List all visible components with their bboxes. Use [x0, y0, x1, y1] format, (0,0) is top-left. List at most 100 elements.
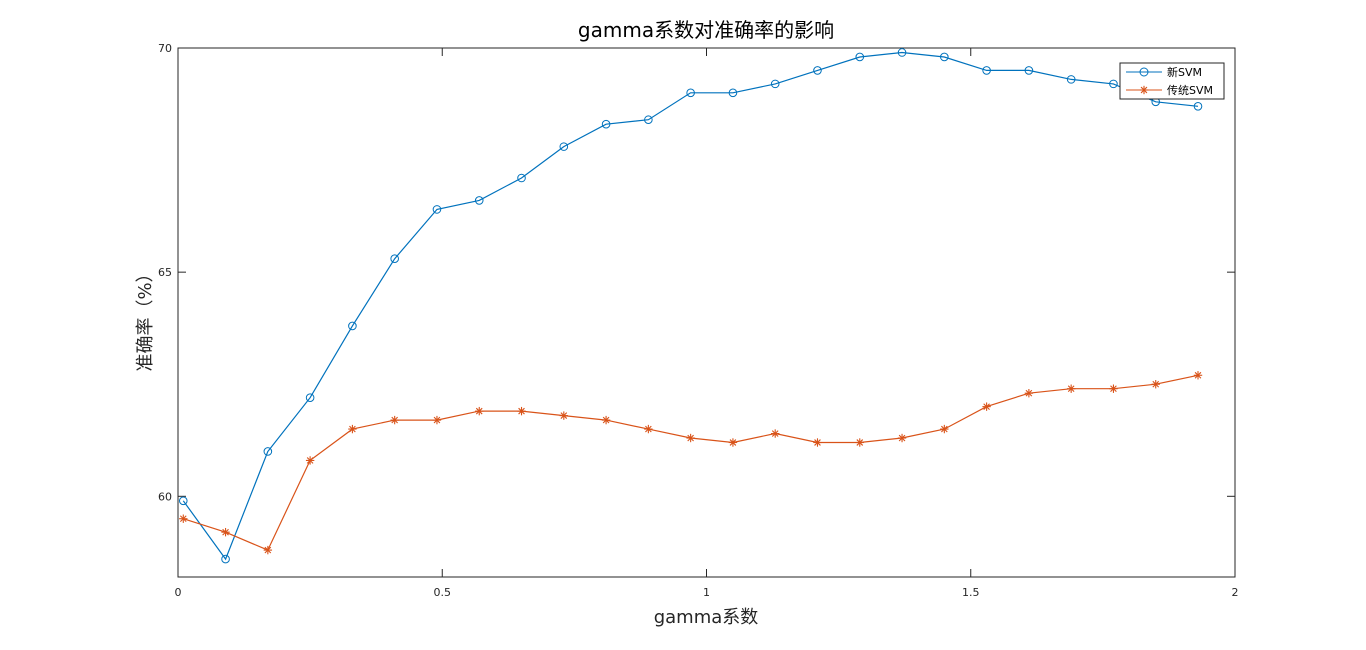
asterisk-stroke [264, 546, 272, 554]
data-point-new-svm [1066, 75, 1076, 84]
data-point-traditional-svm [559, 411, 569, 420]
legend-label-traditional-svm: 传统SVM [1167, 84, 1213, 97]
x-tick-label: 1 [703, 586, 710, 599]
data-point-traditional-svm [475, 406, 484, 416]
data-point-traditional-svm [432, 415, 442, 425]
data-point-traditional-svm [1066, 384, 1076, 393]
asterisk-stroke [1194, 371, 1202, 379]
legend-box [1119, 62, 1225, 100]
x-axis-label: gamma系数 [654, 607, 759, 628]
data-point-traditional-svm [1193, 371, 1203, 380]
data-point-traditional-svm [771, 429, 780, 438]
series-layer [178, 48, 1203, 564]
asterisk-stroke [602, 416, 610, 424]
data-point-new-svm [728, 88, 738, 98]
data-point-traditional-svm [263, 545, 273, 555]
asterisk-stroke [433, 416, 441, 424]
asterisk-stroke [518, 407, 525, 415]
data-point-new-svm [348, 321, 357, 331]
asterisk-stroke [1025, 389, 1033, 397]
data-point-traditional-svm [644, 424, 653, 434]
data-point-new-svm [432, 205, 442, 214]
asterisk-stroke [391, 416, 399, 424]
data-point-traditional-svm [855, 438, 864, 447]
data-point-new-svm [263, 447, 273, 456]
x-axis: 0 0.5 1 1.5 2 [175, 48, 1239, 599]
data-point-traditional-svm [179, 514, 188, 523]
data-point-new-svm [644, 115, 653, 125]
data-point-new-svm [559, 142, 569, 151]
data-point-new-svm [940, 52, 949, 62]
data-point-new-svm [813, 66, 822, 75]
asterisk-stroke [898, 434, 906, 442]
series-line-new-svm [182, 51, 1199, 561]
data-point-new-svm [1109, 79, 1118, 89]
data-point-traditional-svm [686, 433, 695, 443]
asterisk-stroke [179, 515, 187, 523]
data-point-new-svm [855, 52, 865, 62]
data-point-traditional-svm [897, 433, 907, 443]
data-point-traditional-svm [348, 424, 357, 434]
data-point-traditional-svm [1109, 384, 1118, 393]
data-point-new-svm [517, 173, 526, 183]
data-point-new-svm [1024, 66, 1034, 75]
asterisk-stroke [1152, 380, 1160, 388]
data-point-new-svm [178, 496, 188, 506]
data-point-traditional-svm [940, 424, 949, 434]
data-point-traditional-svm [1151, 380, 1160, 389]
asterisk-stroke [645, 425, 652, 433]
y-axis-label: 准确率（%） [135, 264, 156, 371]
asterisk-stroke [222, 528, 229, 536]
asterisk-stroke [306, 457, 314, 464]
data-point-traditional-svm [601, 415, 611, 425]
chart-title: gamma系数对准确率的影响 [578, 18, 834, 42]
y-axis: 60 65 70 [158, 42, 1235, 503]
data-point-new-svm [1193, 101, 1203, 111]
data-point-traditional-svm [517, 406, 526, 416]
x-tick-label: 1.5 [962, 586, 980, 599]
data-point-new-svm [897, 48, 907, 57]
asterisk-stroke [1110, 385, 1117, 393]
data-point-traditional-svm [221, 527, 230, 537]
data-point-traditional-svm [305, 456, 315, 465]
asterisk-stroke [1067, 385, 1075, 393]
asterisk-stroke [983, 403, 990, 410]
data-point-new-svm [770, 79, 780, 89]
y-tick-label: 70 [158, 42, 172, 55]
data-point-traditional-svm [728, 438, 738, 447]
legend: 新SVM 传统SVM [1119, 62, 1225, 100]
data-point-new-svm [305, 393, 315, 402]
asterisk-marker [1139, 85, 1149, 95]
data-point-traditional-svm [1024, 388, 1034, 398]
x-tick-label: 0 [175, 586, 182, 599]
asterisk-stroke [940, 425, 948, 433]
legend-label-new-svm: 新SVM [1167, 65, 1202, 79]
asterisk-stroke [771, 430, 779, 437]
asterisk-stroke [560, 412, 568, 419]
x-tick-label: 2 [1232, 586, 1239, 599]
legend-marker-new-svm [1139, 67, 1149, 77]
data-point-new-svm [982, 66, 991, 75]
data-point-new-svm [686, 88, 695, 98]
asterisk-stroke [729, 439, 737, 446]
y-tick-label: 60 [158, 490, 172, 503]
asterisk-stroke [687, 434, 694, 442]
asterisk-stroke [856, 439, 864, 446]
asterisk-stroke [349, 425, 356, 433]
data-point-new-svm [474, 196, 484, 205]
plot-area [177, 47, 1236, 578]
asterisk-stroke [814, 439, 821, 446]
data-point-traditional-svm [813, 438, 822, 447]
data-point-new-svm [221, 554, 230, 564]
data-point-traditional-svm [982, 402, 991, 411]
data-point-new-svm [390, 254, 399, 264]
data-point-traditional-svm [390, 415, 399, 425]
asterisk-stroke [1140, 86, 1148, 94]
y-tick-label: 65 [158, 266, 172, 279]
legend-marker-traditional-svm [1139, 85, 1149, 95]
data-point-new-svm [601, 119, 611, 129]
x-tick-label: 0.5 [434, 586, 452, 599]
asterisk-stroke [475, 407, 483, 415]
